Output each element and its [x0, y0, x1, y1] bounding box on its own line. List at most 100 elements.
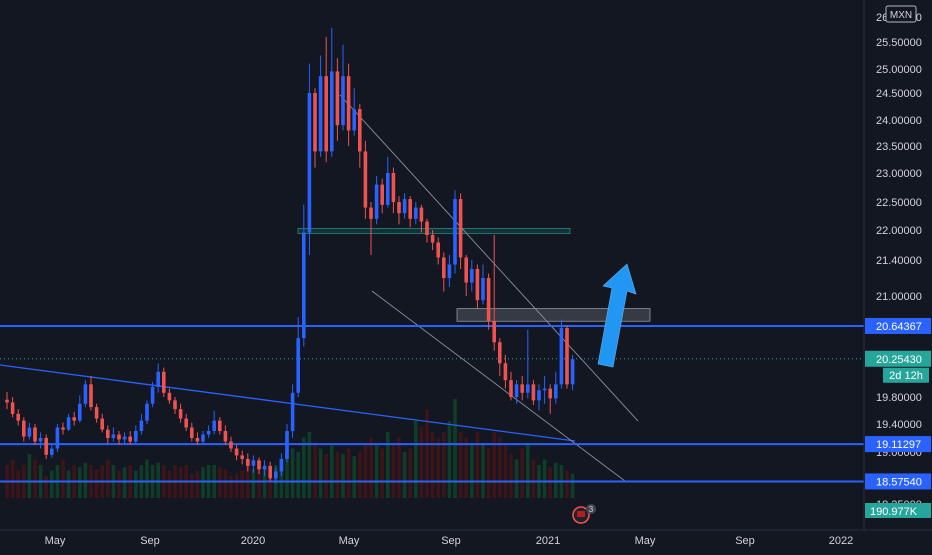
- volume-bar: [391, 443, 396, 498]
- volume-bar: [531, 459, 536, 498]
- volume-bar: [475, 432, 480, 498]
- candle-body: [145, 403, 149, 421]
- volume-bar: [458, 432, 463, 498]
- candle-body: [268, 465, 272, 479]
- x-tick-label: Sep: [140, 535, 160, 547]
- volume-bar: [363, 443, 368, 498]
- volume-bar: [106, 459, 110, 498]
- volume-bar: [44, 476, 48, 498]
- countdown-tag: [883, 367, 929, 383]
- volume-bar: [296, 451, 300, 498]
- arrow-layer: 3: [572, 263, 637, 524]
- volume-bar: [178, 467, 183, 498]
- channel-upper-line: [339, 94, 639, 422]
- x-tick-label: Sep: [441, 535, 461, 547]
- volume-bar: [10, 459, 15, 498]
- candle-body: [520, 384, 524, 393]
- candle-body: [167, 392, 172, 401]
- volume-bar: [453, 399, 457, 498]
- volume-bar: [358, 451, 362, 498]
- candle-body: [542, 388, 547, 391]
- volume-bar: [442, 432, 446, 498]
- candle-body: [430, 235, 435, 243]
- currency-badge: [885, 5, 917, 23]
- candle-body: [240, 455, 244, 459]
- candle-body: [122, 436, 127, 440]
- volume-bar: [122, 467, 127, 498]
- volume-bar: [514, 459, 519, 498]
- current-price-tag: [865, 350, 931, 367]
- volume-bar: [307, 432, 312, 498]
- candle-body: [386, 173, 390, 205]
- volume-bar: [386, 432, 390, 498]
- volume-bar: [402, 451, 407, 498]
- candle-body: [470, 269, 474, 283]
- candle-body: [318, 76, 323, 152]
- volume-bar: [66, 470, 71, 498]
- candle-body: [134, 431, 138, 442]
- candle-body: [44, 438, 48, 455]
- demand-zone: [297, 228, 571, 234]
- candle-body: [475, 269, 480, 301]
- candle-body: [150, 386, 155, 404]
- candle-body: [481, 278, 485, 301]
- y-tick-label: 23.00000: [876, 168, 922, 180]
- candle-body: [554, 384, 558, 399]
- volume-bar: [486, 448, 491, 498]
- candle-body: [33, 427, 37, 442]
- candle-body: [16, 413, 20, 421]
- candle-body: [162, 371, 166, 393]
- volume-bar: [156, 462, 160, 498]
- volume-bar: [240, 470, 244, 498]
- y-tick-label: 25.50000: [876, 37, 922, 49]
- candle-body: [22, 420, 26, 437]
- candle-body: [274, 471, 278, 479]
- y-tick-label: 21.40000: [876, 255, 922, 267]
- volume-bar: [218, 467, 222, 498]
- volume-bar: [397, 437, 401, 498]
- volume-bar: [341, 454, 345, 498]
- x-tick-label: 2021: [536, 535, 560, 547]
- candle-body: [218, 420, 222, 431]
- current-price-label: 20.25430: [876, 354, 922, 366]
- volume-bar: [262, 467, 267, 498]
- candle-body: [436, 242, 440, 258]
- volume-layer: [5, 399, 575, 498]
- candle-body: [313, 93, 317, 152]
- candle-body: [83, 384, 88, 404]
- candle-body: [526, 384, 530, 393]
- candle-body: [195, 438, 200, 442]
- candle-body: [414, 207, 418, 219]
- candle-body: [234, 448, 239, 456]
- y-tick-label: 25.00000: [876, 64, 922, 76]
- event-count: 3: [589, 505, 594, 514]
- candle-body: [408, 199, 412, 219]
- candle-body: [570, 359, 575, 385]
- candle-body: [251, 460, 256, 466]
- up-arrow-icon: [597, 263, 637, 368]
- volume-bar: [503, 443, 508, 498]
- candle-body: [106, 429, 110, 438]
- candle-body: [27, 427, 32, 437]
- volume-bar: [145, 459, 149, 498]
- volume-bar: [542, 459, 547, 498]
- candle-body: [94, 407, 99, 419]
- volume-bar: [330, 445, 334, 498]
- countdown-label: 2d 12h: [889, 370, 923, 382]
- candle-body: [346, 76, 351, 131]
- candle-body: [206, 431, 211, 435]
- candle-body: [178, 409, 183, 419]
- volume-bar: [408, 448, 412, 498]
- candle-body: [548, 388, 552, 399]
- volume-bar: [201, 467, 205, 498]
- candle-body: [173, 400, 177, 410]
- candle-body: [447, 264, 452, 278]
- volume-bar: [302, 437, 306, 498]
- candle-body: [262, 465, 267, 470]
- y-tick-label: 22.00000: [876, 225, 922, 237]
- candle-body: [128, 436, 132, 442]
- volume-bar: [290, 448, 295, 498]
- candle-body: [565, 327, 569, 385]
